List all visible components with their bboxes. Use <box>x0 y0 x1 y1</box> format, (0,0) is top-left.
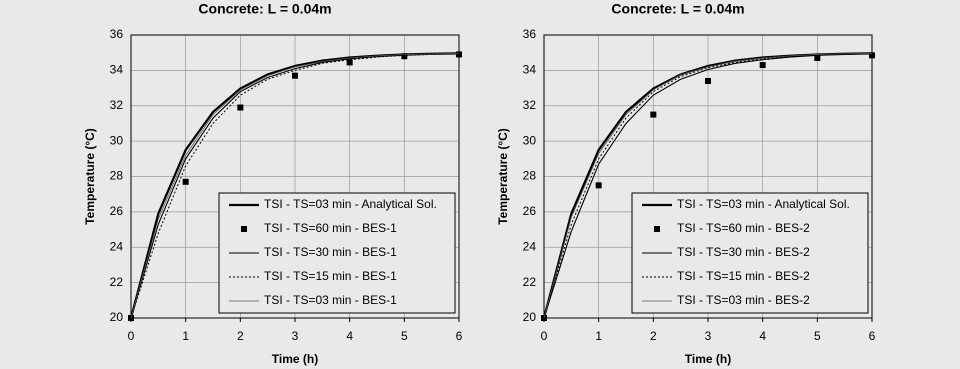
data-point <box>650 111 657 118</box>
y-tick-label: 20 <box>110 310 124 324</box>
x-tick-label: 1 <box>182 329 189 343</box>
y-tick-label: 22 <box>523 275 537 289</box>
x-tick-label: 3 <box>292 329 299 343</box>
x-tick-label: 4 <box>759 329 766 343</box>
chart-title: Concrete: L = 0.04m <box>198 1 331 17</box>
legend-label: TSI - TS=03 min - Analytical Sol. <box>264 197 437 211</box>
x-tick-label: 3 <box>705 329 712 343</box>
data-point <box>814 54 821 61</box>
data-point <box>237 104 244 111</box>
data-point <box>456 51 462 58</box>
y-tick-label: 26 <box>523 204 537 218</box>
legend-label: TSI - TS=30 min - BES-2 <box>677 245 810 259</box>
data-line <box>543 52 873 319</box>
y-tick-label: 28 <box>110 169 124 183</box>
data-point <box>292 72 298 79</box>
x-tick-label: 0 <box>128 329 135 343</box>
y-tick-label: 26 <box>110 204 124 218</box>
y-tick-label: 28 <box>523 169 537 183</box>
x-tick-label: 0 <box>541 329 548 343</box>
x-tick-label: 1 <box>595 329 602 343</box>
x-tick-label: 5 <box>814 329 821 343</box>
y-tick-label: 34 <box>523 63 537 77</box>
data-point <box>182 178 189 185</box>
legend-label: TSI - TS=15 min - BES-1 <box>264 269 397 283</box>
y-tick-label: 34 <box>110 63 124 77</box>
y-tick-label: 22 <box>110 275 124 289</box>
x-tick-label: 2 <box>237 329 244 343</box>
legend-label: TSI - TS=03 min - Analytical Sol. <box>677 197 850 211</box>
legend-label: TSI - TS=60 min - BES-1 <box>264 221 397 235</box>
y-tick-label: 24 <box>523 239 537 253</box>
y-tick-label: 20 <box>523 310 537 324</box>
legend-label: TSI - TS=60 min - BES-2 <box>677 221 810 235</box>
legend: TSI - TS=03 min - Analytical Sol. TSI - T… <box>218 192 456 314</box>
data-point <box>401 53 408 60</box>
y-tick-label: 30 <box>110 133 124 147</box>
legend-label: TSI - TS=03 min - BES-2 <box>677 293 810 307</box>
x-axis-label: Time (h) <box>272 352 318 366</box>
legend-label: TSI - TS=15 min - BES-2 <box>677 269 810 283</box>
data-point <box>595 182 602 189</box>
data-point <box>759 62 766 69</box>
y-tick-label: 32 <box>110 98 124 112</box>
data-point <box>346 59 353 66</box>
chart-title: Concrete: L = 0.04m <box>611 1 744 17</box>
data-line <box>543 53 873 319</box>
x-tick-label: 4 <box>346 329 353 343</box>
plot-frame <box>130 34 460 319</box>
data-point <box>869 52 875 59</box>
y-tick-label: 36 <box>523 27 537 41</box>
y-axis-label: Temperature (°C) <box>496 128 510 225</box>
x-tick-label: 6 <box>869 329 876 343</box>
plot-frame <box>543 34 873 319</box>
y-tick-label: 30 <box>523 133 537 147</box>
y-tick-label: 32 <box>523 98 537 112</box>
y-tick-label: 36 <box>110 27 124 41</box>
data-line <box>130 53 460 319</box>
legend-label: TSI - TS=30 min - BES-1 <box>264 245 397 259</box>
y-tick-label: 24 <box>110 239 124 253</box>
x-tick-label: 2 <box>650 329 657 343</box>
x-axis-label: Time (h) <box>685 352 731 366</box>
x-tick-label: 6 <box>456 329 463 343</box>
data-point <box>705 77 711 84</box>
data-line <box>130 53 460 319</box>
data-line <box>130 52 460 319</box>
y-axis-label: Temperature (°C) <box>83 128 97 225</box>
legend-label: TSI - TS=03 min - BES-1 <box>264 293 397 307</box>
legend-marker <box>241 226 247 232</box>
x-tick-label: 5 <box>401 329 408 343</box>
legend: TSI - TS=03 min - Analytical Sol. TSI - T… <box>631 192 869 314</box>
legend-marker <box>654 226 660 232</box>
